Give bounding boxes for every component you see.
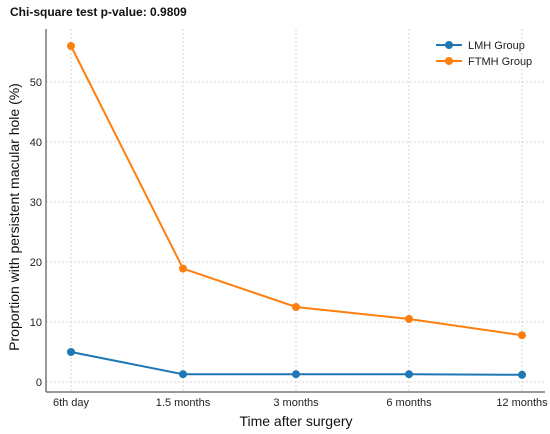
y-tick-label: 40 [30, 137, 42, 149]
x-tick-label: 3 months [273, 397, 319, 409]
y-tick-label: 0 [36, 377, 42, 389]
y-tick-label: 20 [30, 257, 42, 269]
data-point [179, 370, 187, 379]
series [67, 42, 526, 379]
data-point [67, 42, 75, 50]
y-tick-label: 50 [30, 77, 42, 89]
series-line [70, 45, 523, 337]
data-point [405, 370, 413, 379]
axes [45, 29, 545, 393]
data-point [179, 264, 187, 273]
grid [46, 29, 545, 392]
y-axis-label: Proportion with persistent macular hole … [6, 83, 22, 351]
data-point [67, 348, 75, 356]
legend-label: FTMH Group [468, 56, 532, 68]
x-tick-label: 6 months [386, 397, 432, 409]
tick-labels: 0 10 20 30 40 50 6th day 1.5 months 3 months 6 mo… [30, 77, 548, 409]
x-tick-label: 12 months [496, 397, 548, 409]
legend-swatch-marker [445, 57, 453, 65]
legend-item: FTMH Group [436, 56, 532, 68]
data-point [518, 370, 526, 379]
data-point [292, 303, 300, 311]
data-point [518, 331, 526, 340]
x-tick-label: 6th day [53, 397, 90, 409]
y-tick-label: 10 [30, 317, 42, 329]
legend-item: LMH Group [436, 40, 525, 52]
x-axis-label: Time after surgery [239, 413, 352, 429]
series-ftmh-group [67, 42, 526, 340]
data-point [405, 315, 413, 323]
legend-label: LMH Group [468, 40, 525, 52]
data-point [292, 370, 300, 379]
x-tick-label: 1.5 months [156, 397, 211, 409]
chart-title: Chi-square test p-value: 0.9809 [10, 5, 187, 19]
y-tick-label: 30 [30, 197, 42, 209]
legend: LMH Group FTMH Group [436, 40, 532, 68]
series-lmh-group [67, 348, 526, 379]
legend-swatch-marker [445, 41, 453, 49]
